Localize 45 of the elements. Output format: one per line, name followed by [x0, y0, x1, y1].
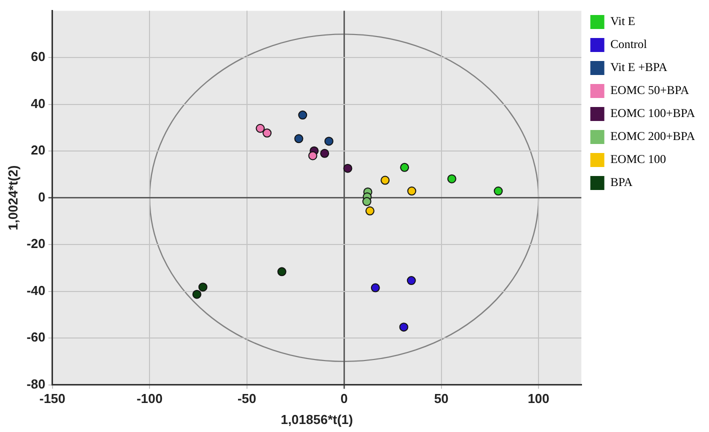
- point: [198, 282, 208, 292]
- point: [320, 148, 330, 158]
- y-tick-label: -40: [26, 282, 46, 298]
- point: [407, 186, 416, 196]
- point: [277, 267, 286, 276]
- y-tick-label: 40: [30, 96, 46, 111]
- x-tick-label: -150: [39, 391, 66, 406]
- y-tick-label: 20: [30, 142, 46, 158]
- legend-label: Control: [610, 37, 648, 52]
- x-tick-label: 100: [528, 391, 550, 406]
- point: [400, 162, 410, 172]
- legend-label: Vit E: [610, 14, 636, 28]
- point: [406, 276, 416, 286]
- point: [380, 176, 390, 185]
- y-tick-label: -60: [26, 330, 46, 345]
- y-axis-title: 1,0024*t(2): [5, 165, 20, 230]
- point: [343, 164, 352, 173]
- x-tick-label: 50: [434, 391, 449, 406]
- legend-label: EOMC 50+BPA: [610, 83, 690, 98]
- point: [447, 174, 456, 184]
- point: [399, 322, 408, 332]
- point: [370, 283, 380, 292]
- point: [324, 136, 334, 146]
- legend-label: EOMC 100+BPA: [610, 106, 696, 120]
- legend-label: EOMC 200+BPA: [610, 129, 696, 144]
- x-tick-label: 0: [340, 391, 348, 406]
- point: [308, 151, 318, 160]
- legend-label: EOMC 100: [610, 152, 666, 166]
- legend-label: BPA: [610, 175, 633, 190]
- point: [365, 206, 374, 216]
- point: [192, 290, 202, 299]
- x-axis-title: 1,01856*t(1): [280, 412, 353, 427]
- point: [494, 186, 503, 196]
- legend-label: Vit E +BPA: [610, 60, 668, 74]
- y-tick-label: 60: [30, 49, 46, 64]
- y-tick-label: 0: [38, 189, 46, 204]
- x-tick-label: -50: [237, 391, 256, 406]
- x-tick-label: -100: [136, 391, 163, 406]
- point: [294, 134, 304, 144]
- y-tick-label: -20: [26, 236, 46, 252]
- point: [362, 197, 372, 206]
- point: [298, 110, 308, 120]
- point: [256, 124, 265, 133]
- y-tick-label: -80: [26, 376, 46, 392]
- point: [262, 128, 272, 138]
